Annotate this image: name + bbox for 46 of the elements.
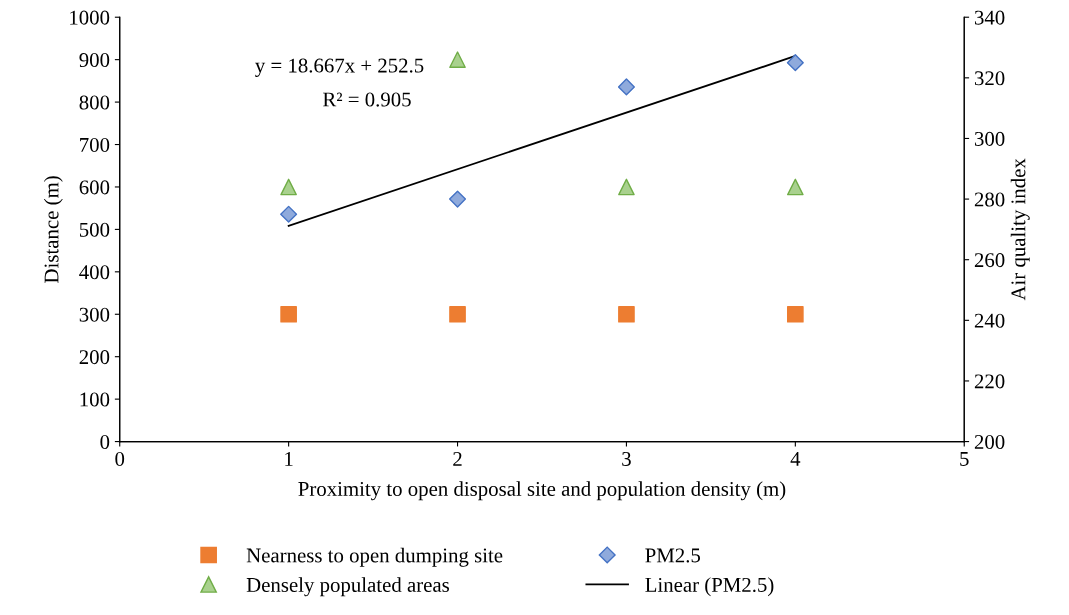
x-tick-label: 0: [115, 451, 125, 466]
point: [449, 305, 466, 323]
annotation: y = 18.667x + 252.5: [255, 58, 424, 77]
y-tick-label: 300: [79, 307, 110, 322]
point: [280, 178, 297, 196]
legend-label: Densely populated areas: [246, 577, 449, 597]
y2-tick-label: 260: [974, 253, 1005, 268]
y-tick-label: 700: [80, 137, 110, 152]
point: [618, 178, 635, 196]
x-tick-label: 3: [622, 451, 631, 466]
y-tick-label: 800: [79, 95, 110, 110]
x-axis-title: Proximity to open disposal site and population density (m): [298, 481, 786, 501]
y2-tick-label: 220: [974, 374, 1005, 389]
y-tick-label: 400: [79, 265, 110, 280]
x-tick-label: 5: [960, 452, 969, 466]
y-tick-label: 600: [79, 180, 110, 195]
y-tick-label: 900: [79, 53, 110, 68]
y-tick-label: 100: [80, 392, 110, 407]
y-tick-label: 200: [79, 350, 110, 365]
annotation: R² = 0.905: [323, 92, 411, 107]
x-tick-label: 2: [453, 451, 462, 466]
legend-label: Nearness to open dumping site: [246, 547, 503, 567]
y2-tick-label: 200: [974, 434, 1005, 449]
y2-tick-label: 340: [974, 10, 1005, 25]
point: [280, 205, 298, 223]
x-tick-label: 1: [285, 452, 293, 466]
point: [449, 51, 466, 68]
legend-label: PM2.5: [645, 548, 701, 563]
y2-tick-label: 320: [974, 71, 1005, 86]
y-tick-label: 500: [79, 222, 110, 237]
y-axis-title: Distance (m): [43, 176, 63, 283]
point: [786, 54, 804, 72]
legend-label: Linear (PM2.5): [645, 577, 774, 597]
y2-tick-label: 280: [974, 192, 1005, 207]
y2-axis-title: Air quality index: [1010, 158, 1030, 301]
point: [448, 190, 467, 208]
y-tick-label: 1000: [70, 10, 110, 25]
point: [280, 305, 297, 323]
y-tick-label: 0: [100, 434, 110, 449]
point: [787, 178, 804, 196]
y2-tick-label: 240: [974, 313, 1005, 328]
point: [617, 78, 635, 96]
y2-tick-label: 300: [974, 131, 1005, 146]
x-tick-label: 4: [790, 452, 801, 466]
point: [787, 305, 804, 323]
point: [618, 305, 635, 323]
